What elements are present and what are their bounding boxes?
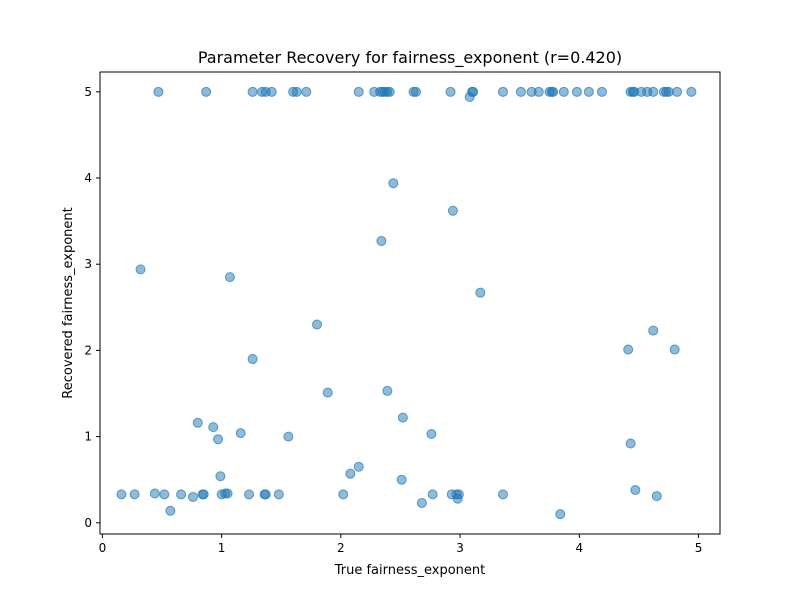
data-point-30 [571,86,582,97]
data-point-75 [176,489,187,500]
data-point-46 [376,235,387,246]
data-point-43 [686,86,697,97]
x-tick-label-1: 1 [218,541,226,555]
data-point-42 [672,86,683,97]
data-point-67 [215,471,226,482]
data-point-87 [427,489,438,500]
data-point-91 [453,489,464,500]
data-point-52 [623,344,634,355]
y-tick-label-3: 3 [84,257,92,271]
y-tick-label-4: 4 [84,171,92,185]
data-point-59 [208,422,219,433]
plot-frame [99,71,721,535]
data-point-66 [345,468,356,479]
data-point-86 [338,489,349,500]
data-point-81 [222,488,233,499]
data-point-92 [498,489,508,500]
data-point-21 [464,92,475,102]
data-point-7 [291,86,302,97]
data-point-23 [515,86,526,97]
data-point-0 [153,86,164,97]
x-tick-label-2: 2 [337,541,345,555]
data-point-41 [663,86,674,97]
data-point-51 [648,325,659,336]
chart-title: Parameter Recovery for fairness_exponent… [198,48,622,68]
data-point-53 [669,344,680,355]
data-point-2 [247,86,258,97]
data-point-62 [283,431,294,442]
data-point-94 [416,497,427,508]
data-point-85 [273,489,284,500]
y-tick-label-2: 2 [84,343,92,357]
data-point-31 [583,86,594,97]
points-layer [116,86,697,520]
data-point-63 [426,429,437,440]
x-axis-label: True fairness_exponent [334,563,486,578]
x-tick-label-0: 0 [99,541,107,555]
data-point-74 [159,489,170,500]
data-point-50 [312,319,322,330]
data-point-56 [382,385,393,396]
data-point-58 [192,417,203,428]
x-tick-label-5: 5 [695,541,703,555]
data-point-76 [188,491,198,502]
x-tick-label-4: 4 [575,541,583,555]
data-point-22 [498,86,508,97]
x-tick-label-3: 3 [456,541,464,555]
y-axis-label: Recovered fairness_exponent [61,207,76,398]
data-point-73 [149,488,160,499]
data-point-48 [224,272,235,283]
data-point-17 [410,86,421,97]
data-point-55 [322,387,333,398]
data-point-45 [447,205,458,216]
data-point-70 [651,491,662,502]
y-tick-label-5: 5 [84,85,92,99]
data-point-38 [648,86,659,97]
data-point-18 [445,86,456,97]
data-point-64 [625,438,636,449]
data-point-49 [475,287,486,298]
data-point-32 [596,86,607,97]
data-point-69 [630,485,641,496]
y-tick-label-1: 1 [84,430,92,444]
data-point-15 [384,86,395,97]
data-point-61 [213,434,224,445]
data-point-72 [129,489,140,500]
data-point-82 [244,489,255,500]
data-point-71 [116,489,127,500]
data-point-44 [388,178,399,189]
data-point-29 [558,86,569,97]
data-point-25 [533,86,544,97]
data-point-8 [301,86,312,97]
data-point-65 [353,461,364,472]
data-point-47 [135,264,146,275]
data-point-60 [235,428,246,439]
y-axis-ticks: 0 1 2 3 4 5 [84,85,100,530]
data-point-54 [247,354,258,365]
data-point-1 [201,86,212,97]
y-tick-label-0: 0 [84,516,92,530]
data-point-68 [396,474,407,485]
data-point-5 [266,86,277,97]
data-point-28 [548,86,559,97]
data-point-95 [555,509,566,520]
data-point-84 [260,489,271,500]
x-axis-ticks: 0 1 2 3 4 5 [99,534,703,555]
data-point-57 [397,412,408,423]
data-point-78 [198,489,209,500]
data-point-93 [165,505,176,516]
data-point-9 [353,86,364,97]
